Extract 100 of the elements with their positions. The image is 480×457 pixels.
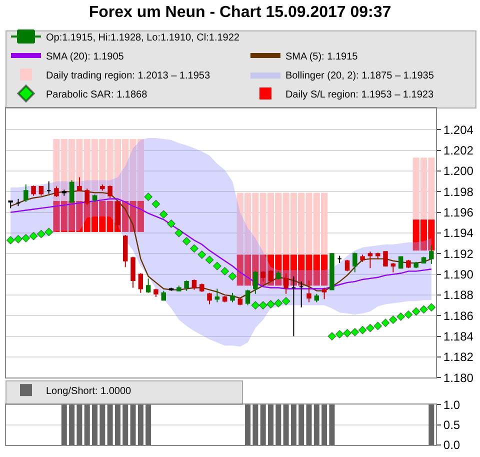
legend-label: Op:1.1915, Hi:1.1928, Lo:1.1910, Cl:1.1922 xyxy=(46,32,240,44)
candlestick xyxy=(368,251,373,269)
legend-label: SMA (20): 1.1905 xyxy=(46,51,124,62)
candlestick xyxy=(46,180,52,194)
legend-label: Bollinger (20, 2): 1.1875 – 1.1935 xyxy=(285,70,434,82)
candlestick xyxy=(138,272,144,294)
point xyxy=(374,322,382,330)
line-series xyxy=(10,190,432,299)
point xyxy=(420,305,428,314)
point xyxy=(358,326,367,334)
y-tick-label: 1.204 xyxy=(443,122,474,137)
y-tick-label: 0.0 xyxy=(443,438,460,452)
point xyxy=(159,210,168,219)
candlestick xyxy=(330,253,334,290)
point xyxy=(190,244,198,253)
point xyxy=(274,299,283,308)
point xyxy=(205,256,214,264)
candlestick xyxy=(322,287,327,300)
point xyxy=(366,324,374,332)
y-tick-label: 1.192 xyxy=(443,246,474,261)
chart-title: Forex um Neun - Chart 15.09.2017 09:37 xyxy=(88,4,392,22)
legend-label: Long/Short: 1.0000 xyxy=(46,386,132,397)
candlestick xyxy=(245,289,250,306)
point xyxy=(396,312,405,321)
point xyxy=(381,318,390,328)
point xyxy=(44,228,54,236)
candlestick xyxy=(184,280,189,292)
point xyxy=(266,300,275,308)
point xyxy=(6,236,15,244)
candlestick xyxy=(414,261,418,269)
point xyxy=(350,328,360,336)
candlestick xyxy=(421,256,426,264)
y-tick-label: 1.186 xyxy=(443,308,474,323)
point xyxy=(404,310,413,319)
point xyxy=(174,228,184,238)
candlestick xyxy=(352,252,358,273)
point xyxy=(182,237,191,246)
point xyxy=(343,328,352,338)
point xyxy=(258,301,268,310)
candlestick xyxy=(77,176,82,192)
legend-label: Daily S/L region: 1.1953 – 1.1923 xyxy=(285,89,434,100)
y-tick-label: 1.200 xyxy=(443,164,474,178)
candlestick xyxy=(207,292,212,305)
point xyxy=(228,272,237,281)
candlestick xyxy=(375,252,380,260)
candlestick xyxy=(276,270,281,280)
candlestick xyxy=(383,251,388,267)
point xyxy=(144,192,153,202)
y-tick-label: 1.196 xyxy=(443,206,474,220)
legend-label: Daily trading region: 1.2013 – 1.1953 xyxy=(46,70,210,82)
point xyxy=(167,219,176,228)
point xyxy=(29,232,38,240)
candlestick xyxy=(16,198,21,207)
line-series xyxy=(10,198,432,290)
point xyxy=(282,296,290,306)
point xyxy=(212,262,222,270)
point xyxy=(412,307,420,316)
point xyxy=(220,267,230,276)
y-tick-label: 1.202 xyxy=(443,144,474,158)
point xyxy=(14,234,22,244)
candlestick xyxy=(406,259,411,269)
candlestick xyxy=(222,296,228,303)
candlestick xyxy=(100,184,105,192)
candlestick xyxy=(130,256,136,288)
point xyxy=(427,303,436,312)
point xyxy=(335,330,344,338)
candlestick xyxy=(390,262,396,273)
point xyxy=(198,250,206,259)
candlestick xyxy=(92,194,98,202)
point xyxy=(22,234,30,242)
legend-label: SMA (5): 1.1915 xyxy=(285,51,358,62)
y-tick-label: 1.194 xyxy=(443,226,474,240)
candlestick xyxy=(238,298,242,306)
point xyxy=(152,200,160,208)
point xyxy=(388,316,398,324)
candlestick xyxy=(38,186,44,196)
point xyxy=(251,301,260,310)
candlestick xyxy=(122,234,128,268)
legend-label: Parabolic SAR: 1.1868 xyxy=(46,89,148,100)
candlestick xyxy=(154,288,158,298)
candlestick xyxy=(31,184,36,196)
point xyxy=(37,230,46,238)
candlestick xyxy=(214,288,220,303)
point xyxy=(328,332,336,340)
candlestick xyxy=(146,278,151,294)
candlestick xyxy=(62,189,67,196)
y-tick-label: 0.5 xyxy=(443,418,460,432)
y-tick-label: 1.180 xyxy=(443,370,474,385)
candlestick xyxy=(200,283,204,292)
y-tick-label: 1.182 xyxy=(443,350,474,364)
candlestick xyxy=(360,254,365,262)
candlestick xyxy=(24,184,28,202)
candlestick xyxy=(54,186,59,198)
candlestick xyxy=(192,278,197,290)
candlestick xyxy=(230,292,235,303)
candlestick xyxy=(314,293,320,303)
y-tick-label: 1.184 xyxy=(443,329,474,344)
candlestick xyxy=(8,200,13,209)
y-tick-label: 1.0 xyxy=(443,398,460,412)
candlestick xyxy=(344,259,350,272)
